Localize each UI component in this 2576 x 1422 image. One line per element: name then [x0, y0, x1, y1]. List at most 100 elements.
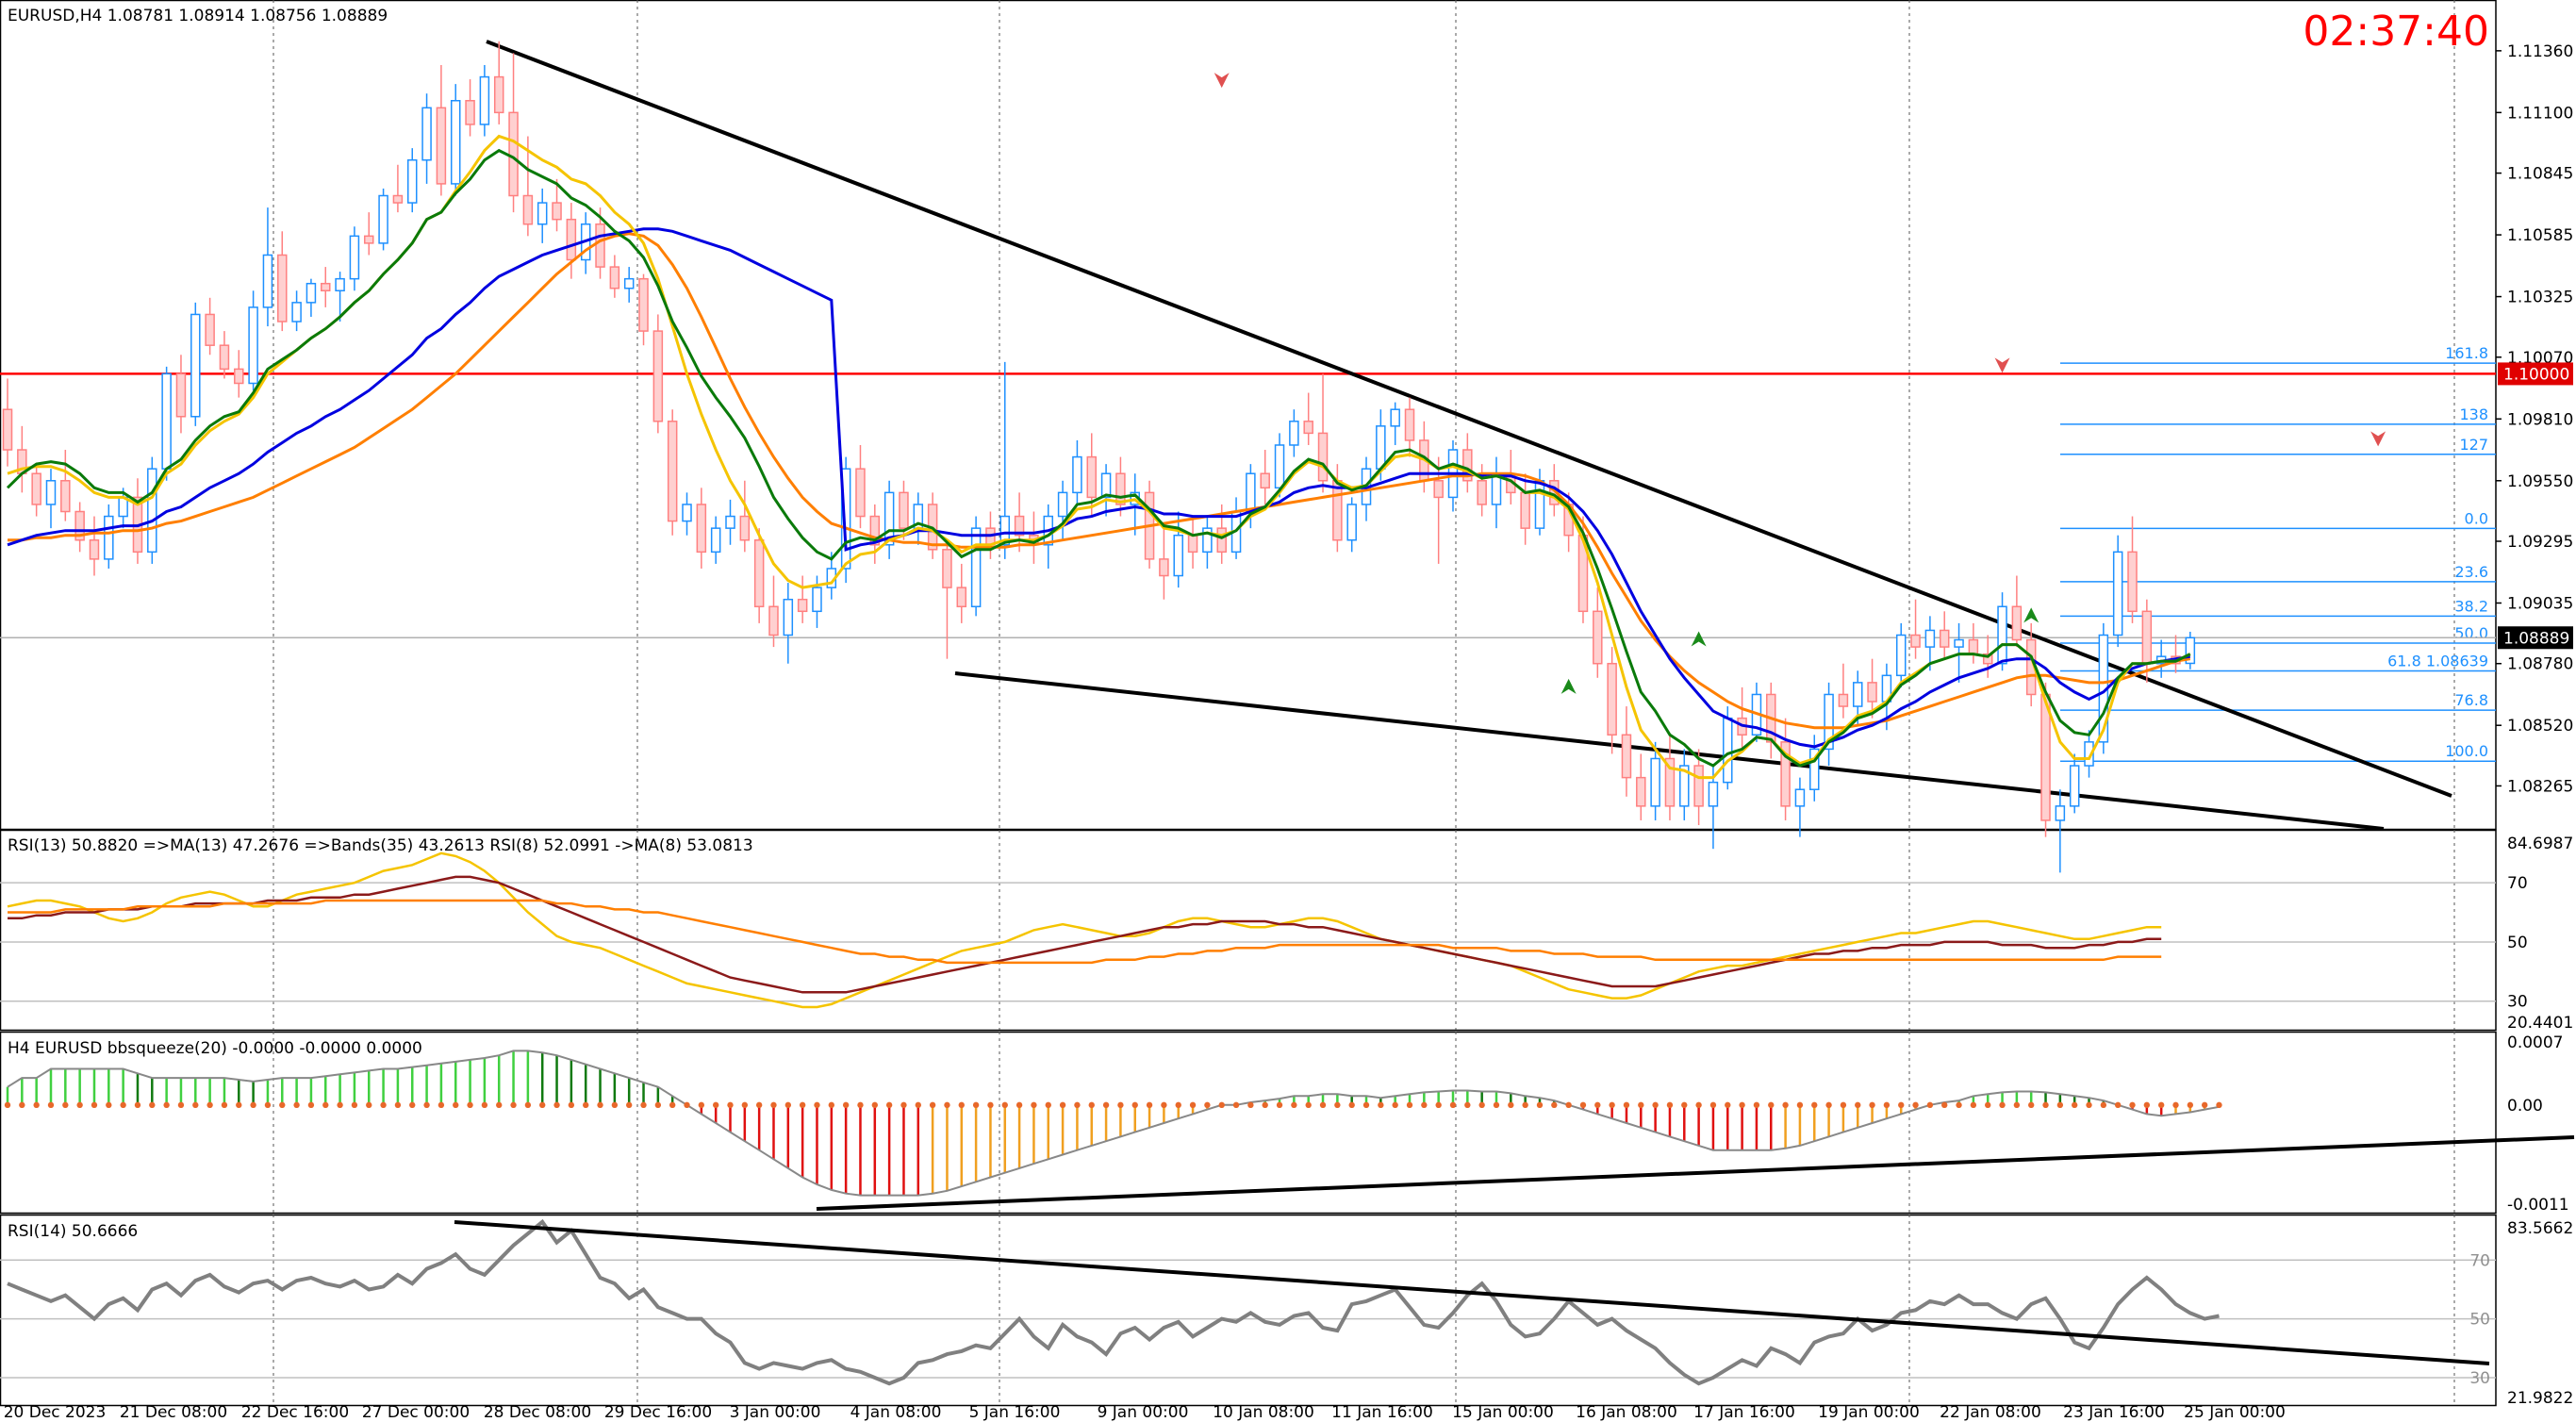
panel-frame-p1: [0, 829, 2497, 1032]
squeeze-dot: [149, 1101, 156, 1109]
squeeze-dot: [1161, 1101, 1167, 1109]
x-tick-label: 21 Dec 08:00: [120, 1403, 227, 1422]
squeeze-dot: [1232, 1101, 1240, 1109]
x-tick-label: 9 Jan 00:00: [1098, 1403, 1189, 1422]
squeeze-dot: [1565, 1101, 1572, 1109]
squeeze-dot: [279, 1101, 286, 1109]
squeeze-dot: [1059, 1101, 1066, 1109]
candle-body: [956, 587, 967, 608]
candle-body: [2185, 637, 2196, 665]
squeeze-dot: [1074, 1101, 1081, 1109]
squeeze-dot: [2172, 1101, 2179, 1109]
squeeze-dot: [1956, 1101, 1962, 1109]
candle-body: [104, 515, 114, 560]
oscillator-line: [8, 899, 2162, 965]
candle-body: [479, 75, 490, 125]
squeeze-dot: [900, 1101, 907, 1109]
candle-body: [335, 277, 345, 292]
squeeze-dot: [958, 1101, 965, 1109]
squeeze-dot: [625, 1101, 633, 1109]
candle-body: [1809, 748, 1820, 790]
squeeze-dot: [366, 1101, 372, 1109]
candle-body: [768, 605, 779, 637]
candle-body: [1954, 638, 1964, 648]
squeeze-dot: [1652, 1101, 1659, 1109]
squeeze-dot: [784, 1101, 792, 1109]
rsi-ma-bands-panel: [0, 852, 2496, 1009]
squeeze-dot: [1493, 1101, 1500, 1109]
candle-body: [2127, 551, 2138, 613]
buy-arrow-icon: [1560, 678, 1577, 694]
squeeze-dot: [1117, 1101, 1124, 1109]
y-tick-label: 1.08520: [2507, 717, 2573, 736]
candle-body: [2, 408, 13, 451]
squeeze-dot: [755, 1101, 763, 1109]
rsi14-line: [7, 1218, 2220, 1386]
candle-body: [725, 515, 735, 529]
candle-body: [60, 480, 71, 513]
candle-body: [1621, 734, 1632, 779]
squeeze-dot: [1739, 1101, 1745, 1109]
panel-frame-p2: [0, 1031, 2497, 1215]
current-price-label: 1.08889: [2503, 629, 2569, 648]
squeeze-dot: [1999, 1101, 2006, 1109]
squeeze-dot: [62, 1101, 69, 1109]
candle-body: [970, 527, 982, 608]
candle-body: [1679, 765, 1690, 807]
candle-body: [450, 100, 461, 185]
squeeze-dot: [2216, 1101, 2222, 1109]
candle-body: [1910, 634, 1921, 648]
squeeze-dot: [1247, 1101, 1254, 1109]
x-tick-label: 15 Jan 00:00: [1452, 1403, 1554, 1422]
squeeze-dot: [1855, 1101, 1861, 1109]
time-axis: 20 Dec 2023 21 Dec 08:00 22 Dec 16:00 27 De…: [4, 1403, 2286, 1422]
squeeze-dot: [496, 1101, 503, 1109]
candle-body: [1216, 527, 1227, 554]
squeeze-dot: [1262, 1101, 1268, 1109]
squeeze-dot: [1204, 1101, 1211, 1109]
candle-body: [1173, 534, 1183, 577]
candle-body: [1404, 408, 1415, 441]
candle-body: [1332, 480, 1343, 541]
squeeze-dot: [1725, 1101, 1731, 1109]
y-tick-label: 21.9822: [2507, 1389, 2573, 1408]
squeeze-dot: [885, 1101, 893, 1109]
candle-body: [465, 100, 475, 125]
squeeze-dot: [1985, 1101, 1991, 1109]
candle-body: [1780, 741, 1791, 807]
squeeze-dot: [1536, 1101, 1544, 1109]
candle-body: [1346, 504, 1357, 541]
x-tick-label: 11 Jan 16:00: [1331, 1403, 1433, 1422]
bbsqueeze-panel: [4, 1050, 2575, 1211]
squeeze-dot: [1768, 1101, 1775, 1109]
candle-body: [1057, 491, 1068, 518]
x-tick-label: 27 Dec 00:00: [362, 1403, 470, 1422]
x-tick-label: 10 Jan 08:00: [1213, 1403, 1314, 1422]
candle-body: [1072, 455, 1082, 494]
candle-body: [1274, 444, 1285, 489]
squeeze-dot: [1926, 1101, 1934, 1109]
candle-body: [2011, 605, 2023, 641]
squeeze-dot: [467, 1101, 473, 1109]
squeeze-dot: [2114, 1101, 2122, 1109]
panel-frame-p3: [0, 1214, 2497, 1407]
squeeze-dot: [770, 1101, 777, 1109]
squeeze-dot: [1305, 1101, 1312, 1109]
candle-body: [378, 194, 388, 244]
buy-arrow-icon: [2023, 607, 2039, 623]
squeeze-dot: [654, 1101, 662, 1109]
squeeze-dot: [1508, 1101, 1514, 1109]
candle-body: [999, 515, 1011, 546]
squeeze-dot: [568, 1101, 575, 1109]
squeeze-dot: [2201, 1101, 2208, 1109]
squeeze-dot: [76, 1101, 83, 1109]
squeeze-dot: [409, 1101, 416, 1109]
sell-arrow-icon: [1994, 357, 2010, 373]
candle-body: [1997, 605, 2007, 665]
candle-body: [595, 223, 605, 268]
candle-body: [508, 111, 519, 197]
x-tick-label: 28 Dec 08:00: [484, 1403, 591, 1422]
squeeze-dot: [2042, 1101, 2049, 1109]
candle-body: [1982, 653, 1993, 665]
